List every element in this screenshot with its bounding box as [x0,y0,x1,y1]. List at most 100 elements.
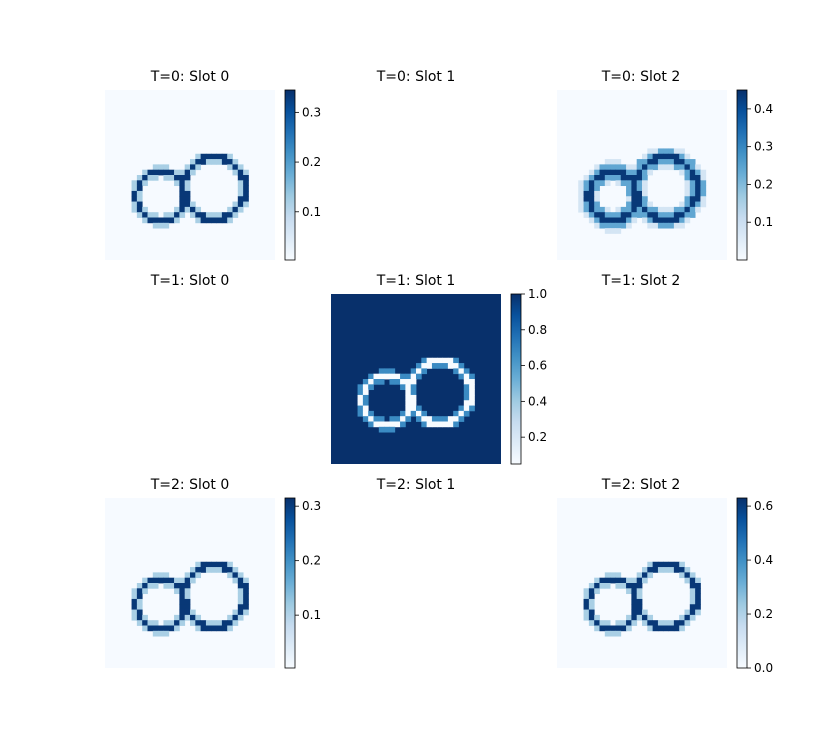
heatmap-cell [679,169,685,176]
heatmap-cell [216,625,223,632]
heatmap-cell [642,609,648,616]
heatmap-cell [588,169,595,176]
heatmap-cell [142,620,148,626]
heatmap-cell [679,572,685,579]
heatmap-cell [583,212,590,218]
heatmap-cell [615,625,622,632]
heatmap-cell [689,598,696,605]
heatmap-cell [689,159,696,165]
heatmap-cell [453,421,459,428]
heatmap-cell [211,561,217,568]
heatmap-cell [463,373,470,380]
heatmap-cell [384,421,390,428]
heatmap-cell [243,185,249,192]
heatmap-cell [237,185,244,192]
heatmap-cell [642,180,648,187]
heatmap-cell [588,583,595,589]
heatmap-cell [232,577,239,584]
heatmap-cell [626,620,632,626]
heatmap-cell [668,561,675,568]
heatmap-cell [227,561,233,568]
heatmap-cell [642,185,648,192]
heatmap-cell [168,620,175,626]
heatmap-cell [610,164,616,171]
heatmap-cell [431,421,438,428]
heatmap-cell [689,609,696,616]
heatmap-cell [195,614,202,621]
heatmap-cell [200,567,207,573]
heatmap-cell [458,368,465,375]
heatmap-cell [237,577,244,584]
heatmap-cell [136,620,143,626]
heatmap-cell [184,185,191,192]
heatmap-cell [647,222,654,229]
heatmap-cell [663,620,669,626]
heatmap-cell [615,169,622,176]
heatmap-cell [684,206,691,213]
heatmap-cell [652,164,659,171]
heatmap-cell [184,588,191,595]
heatmap-cell [389,421,396,428]
heatmap-cell [243,593,249,600]
heatmap-cell [588,196,595,202]
heatmap-cell [583,180,590,187]
heatmap-cell [232,169,239,176]
heatmap-cell [410,379,417,385]
heatmap-cell [237,572,244,579]
heatmap-cell [599,217,606,224]
heatmap-cell [689,577,696,584]
heatmap-cell [631,217,638,224]
heatmap-cell [626,206,632,213]
heatmap-cell [136,583,143,589]
heatmap-cell [437,363,443,369]
heatmap-cell [700,196,707,202]
heatmap-cell [136,190,143,197]
heatmap-cell [684,217,691,224]
heatmap-cell [668,222,675,229]
heatmap-cell [695,169,701,176]
heatmap-cell [147,169,154,176]
heatmap-cell [578,201,584,208]
heatmap-cell [588,180,595,187]
heatmap-cell [588,614,595,621]
colorbar-scale [736,497,748,669]
heatmap-cell [652,153,659,160]
heatmap-cell [647,201,654,208]
heatmap-cell [243,583,249,589]
heatmap-cell [689,614,696,621]
heatmap-cell [668,217,675,224]
heatmap-cell [410,400,417,406]
heatmap-cell [636,164,643,171]
heatmap-cell [184,609,191,616]
heatmap-cell [626,185,632,192]
heatmap-cell [657,217,664,224]
heatmap-cell [200,625,207,632]
heatmap-cell [631,212,638,218]
panel-title: T=0: Slot 1 [376,69,456,85]
heatmap-cell [136,593,143,600]
heatmap-cell [673,620,680,626]
heatmap-cell [168,169,175,176]
colorbar-tick-label: 0.1 [302,608,321,622]
heatmap-cell [405,389,412,396]
panel-7: T=2: Slot 1 [376,477,456,493]
heatmap-cell [594,169,600,176]
panel-title: T=2: Slot 1 [376,477,456,493]
heatmap-cell [152,583,159,589]
colorbar-tick-label: 0.4 [754,102,773,116]
heatmap-cell [221,217,228,224]
heatmap-cell [583,175,590,181]
heatmap-cell [684,153,691,160]
heatmap-cell [463,389,470,396]
heatmap-cell [442,357,449,364]
heatmap-cell [131,196,138,202]
heatmap-cell [184,572,191,579]
heatmap-cell [243,604,249,610]
heatmap-cell [416,373,422,380]
heatmap-cell [158,164,164,171]
heatmap-cell [421,368,428,375]
heatmap-cell [405,379,412,385]
heatmap-cell [642,190,648,197]
heatmap-cell [357,405,364,412]
heatmap-cell [394,379,401,385]
